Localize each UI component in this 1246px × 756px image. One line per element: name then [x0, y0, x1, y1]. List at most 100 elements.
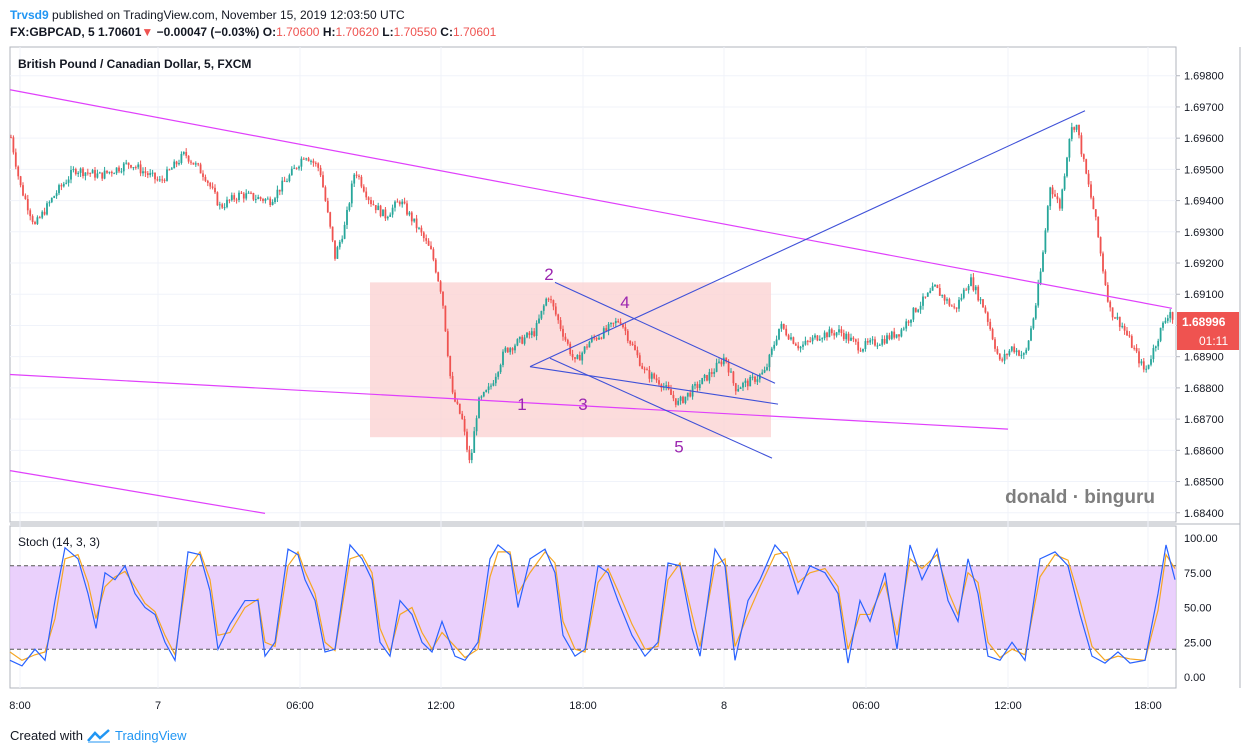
low-label: L: [382, 25, 394, 39]
candle-body [490, 385, 492, 387]
candle-body [931, 286, 934, 291]
candle-body [511, 348, 514, 351]
candle-body [74, 169, 77, 175]
candle-body [600, 337, 603, 339]
price-tick-label: 1.69200 [1184, 258, 1224, 270]
candle-body [955, 307, 958, 309]
candle-body [898, 334, 900, 337]
candle-body [814, 335, 816, 338]
candle-body [396, 201, 399, 203]
candle-body [283, 180, 286, 182]
candle-body [718, 361, 720, 363]
candle-body [761, 372, 764, 375]
candle-body [449, 355, 452, 377]
candle-body [526, 332, 528, 338]
candle-body [967, 285, 970, 291]
candle-body [792, 337, 795, 344]
candle-body [329, 212, 332, 227]
candle-body [1097, 216, 1100, 238]
candle-body [499, 364, 502, 373]
candle-body [866, 341, 869, 343]
candle-body [1123, 326, 1126, 331]
candle-body [986, 312, 989, 322]
candle-body [295, 167, 298, 169]
candle-body [938, 288, 941, 296]
pattern-line [529, 366, 779, 405]
candle-body [646, 369, 648, 371]
candle-body [439, 281, 442, 292]
candle-body [242, 193, 245, 199]
candle-body [766, 367, 768, 370]
candle-body [953, 306, 956, 308]
time-tick-label: 18:00 [1134, 700, 1162, 712]
candle-body [374, 205, 377, 211]
candle-body [353, 174, 356, 184]
candle-body [113, 173, 116, 175]
candle-body [367, 197, 370, 201]
candle-body [238, 192, 240, 200]
candle-body [598, 337, 600, 340]
candle-body [130, 165, 132, 168]
candle-body [118, 167, 120, 172]
price-tick-label: 1.69600 [1184, 133, 1224, 145]
candle-body [569, 343, 572, 355]
tradingview-logo-icon[interactable] [87, 728, 111, 743]
candle-body [586, 346, 588, 348]
candle-body [197, 163, 200, 165]
candle-body [468, 449, 471, 461]
author-link[interactable]: Trvsd9 [10, 8, 49, 22]
candle-body [802, 344, 804, 347]
candle-body [514, 345, 516, 351]
candle-body [756, 379, 759, 382]
candle-body [62, 183, 65, 187]
candle-body [420, 227, 423, 233]
candle-body [84, 172, 87, 176]
candle-body [912, 307, 915, 320]
candle-body [653, 373, 656, 379]
candle-body [922, 296, 924, 306]
candle-body [619, 322, 622, 325]
candle-body [458, 403, 461, 414]
candle-body [199, 164, 202, 174]
candle-body [350, 183, 353, 204]
candle-body [216, 192, 219, 206]
candle-body [713, 371, 716, 374]
candle-body [1008, 350, 1011, 356]
candle-body [804, 340, 807, 345]
candle-body [809, 341, 812, 343]
candle-body [278, 189, 281, 192]
candle-body [343, 224, 346, 239]
candle-body [55, 193, 58, 197]
candle-body [204, 176, 207, 181]
candle-body [1159, 327, 1162, 341]
candle-body [146, 173, 149, 176]
candle-body [1051, 187, 1054, 195]
candle-body [1039, 271, 1042, 284]
candle-body [677, 400, 680, 405]
candle-body [631, 343, 634, 346]
candle-body [1147, 364, 1150, 369]
candle-body [94, 170, 96, 178]
candle-body [737, 388, 740, 392]
watermark-text: donald · binguru [1005, 487, 1155, 508]
stoch-tick-label: 50.00 [1184, 603, 1212, 615]
candle-body [994, 339, 996, 349]
candle-body [763, 369, 766, 373]
tradingview-brand-link[interactable]: TradingView [114, 728, 187, 743]
candle-body [410, 212, 413, 222]
candle-body [106, 170, 108, 173]
candle-body [888, 335, 891, 339]
high-value: 1.70620 [335, 25, 379, 39]
candle-body [1082, 154, 1085, 160]
candle-body [1034, 305, 1037, 319]
candle-body [1058, 199, 1061, 209]
price-tick-label: 1.69300 [1184, 227, 1224, 239]
candle-body [355, 174, 358, 176]
candle-body [48, 202, 51, 204]
candle-body [590, 337, 593, 343]
candle-body [559, 320, 562, 329]
candle-body [797, 345, 800, 349]
candle-body [838, 329, 840, 333]
candle-body [571, 354, 574, 358]
price-tick-label: 1.69400 [1184, 196, 1224, 208]
